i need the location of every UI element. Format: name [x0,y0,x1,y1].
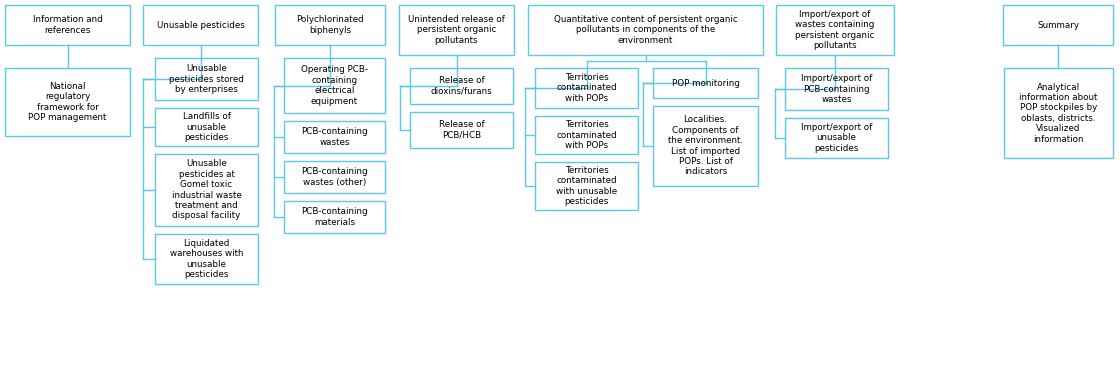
Text: Release of
PCB/HCB: Release of PCB/HCB [439,120,484,140]
Text: Unintended release of
persistent organic
pollutants: Unintended release of persistent organic… [408,15,505,45]
FancyBboxPatch shape [653,106,758,186]
Text: Release of
dioxins/furans: Release of dioxins/furans [430,76,493,96]
FancyBboxPatch shape [284,121,385,153]
FancyBboxPatch shape [155,108,258,146]
Text: Unusable
pesticides stored
by enterprises: Unusable pesticides stored by enterprise… [169,64,244,94]
FancyBboxPatch shape [785,118,888,158]
FancyBboxPatch shape [1004,5,1113,45]
FancyBboxPatch shape [399,5,514,55]
FancyBboxPatch shape [653,68,758,98]
Text: Import/export of
PCB-containing
wastes: Import/export of PCB-containing wastes [801,74,872,104]
FancyBboxPatch shape [155,58,258,100]
FancyBboxPatch shape [535,162,638,210]
FancyBboxPatch shape [535,116,638,154]
Text: Localities.
Components of
the environment.
List of imported
POPs. List of
indica: Localities. Components of the environmen… [668,116,743,177]
FancyBboxPatch shape [410,112,513,148]
FancyBboxPatch shape [535,68,638,108]
Text: National
regulatory
framework for
POP management: National regulatory framework for POP ma… [28,82,106,122]
FancyBboxPatch shape [776,5,894,55]
Text: Territories
contaminated
with POPs: Territories contaminated with POPs [557,73,617,103]
FancyBboxPatch shape [276,5,385,45]
Text: Import/export of
unusable
pesticides: Import/export of unusable pesticides [801,123,872,153]
FancyBboxPatch shape [4,68,130,136]
Text: PCB-containing
wastes (other): PCB-containing wastes (other) [301,167,367,187]
Text: Summary: Summary [1037,21,1079,30]
Text: Information and
references: Information and references [32,15,102,35]
FancyBboxPatch shape [1004,68,1113,158]
Text: Unusable
pesticides at
Gomel toxic
industrial waste
treatment and
disposal facil: Unusable pesticides at Gomel toxic indus… [171,159,242,220]
FancyBboxPatch shape [4,5,130,45]
FancyBboxPatch shape [284,58,385,113]
Text: Import/export of
wastes containing
persistent organic
pollutants: Import/export of wastes containing persi… [795,10,875,50]
FancyBboxPatch shape [155,154,258,226]
Text: Analytical
information about
POP stockpiles by
oblasts, districts.
Visualized
in: Analytical information about POP stockpi… [1019,82,1098,144]
FancyBboxPatch shape [410,68,513,104]
FancyBboxPatch shape [155,234,258,284]
Text: PCB-containing
wastes: PCB-containing wastes [301,127,367,147]
Text: Liquidated
warehouses with
unusable
pesticides: Liquidated warehouses with unusable pest… [170,239,243,279]
FancyBboxPatch shape [284,201,385,233]
FancyBboxPatch shape [284,161,385,193]
FancyBboxPatch shape [143,5,258,45]
Text: Polychlorinated
biphenyls: Polychlorinated biphenyls [296,15,364,35]
Text: Territories
contaminated
with POPs: Territories contaminated with POPs [557,120,617,150]
Text: Unusable pesticides: Unusable pesticides [157,21,244,30]
FancyBboxPatch shape [785,68,888,110]
FancyBboxPatch shape [528,5,763,55]
Text: Operating PCB-
containing
electrical
equipment: Operating PCB- containing electrical equ… [301,65,368,106]
Text: POP monitoring: POP monitoring [672,78,739,87]
Text: Quantitative content of persistent organic
pollutants in components of the
envir: Quantitative content of persistent organ… [553,15,737,45]
Text: Territories
contaminated
with unusable
pesticides: Territories contaminated with unusable p… [556,166,617,206]
Text: Landfills of
unusable
pesticides: Landfills of unusable pesticides [183,112,231,142]
Text: PCB-containing
materials: PCB-containing materials [301,207,367,227]
